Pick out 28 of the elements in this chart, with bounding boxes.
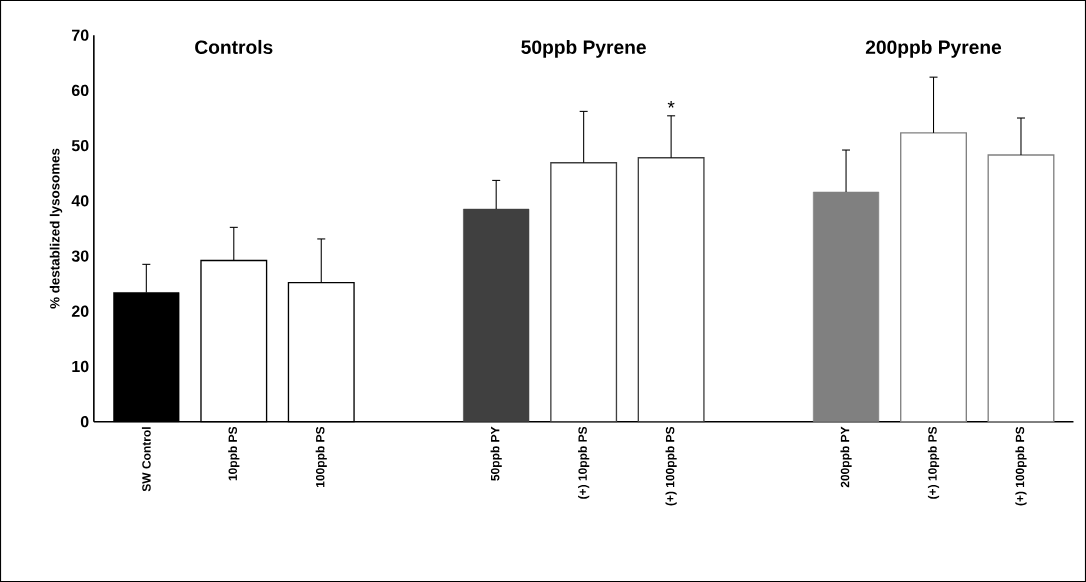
y-axis-title: % destablized lysosomes <box>49 148 63 309</box>
annotation: * <box>667 100 675 108</box>
x-tick-label: (+) 10ppb PS <box>578 426 590 499</box>
annotation: 50ppb Pyrene <box>521 39 646 58</box>
x-tick-label: 100ppb PS <box>315 426 327 487</box>
y-tick-label: 60 <box>71 84 89 96</box>
bar <box>900 132 967 423</box>
bar <box>463 208 530 422</box>
x-tick-label: (+) 100ppb PS <box>665 426 677 506</box>
bar <box>550 161 618 423</box>
bar <box>812 191 880 422</box>
x-tick-label: (+) 100ppb PS <box>1015 426 1027 506</box>
annotation: Controls <box>195 39 273 54</box>
x-tick-label: 200ppb PY <box>840 426 852 488</box>
y-tick-label: 30 <box>71 250 89 262</box>
y-tick-label: 10 <box>72 360 89 373</box>
x-tick-label: 50ppb PY <box>490 426 502 481</box>
y-tick-label: 20 <box>71 305 89 317</box>
annotation: 200ppb Pyrene <box>865 39 1002 58</box>
bar <box>637 157 705 423</box>
y-tick-label: 0 <box>80 415 89 428</box>
y-tick-label: 70 <box>72 29 89 41</box>
x-tick-label: 10ppb PS <box>228 426 240 481</box>
bar <box>987 154 1055 423</box>
y-tick-label: 40 <box>71 195 89 207</box>
y-tick-label: 50 <box>71 139 89 152</box>
x-tick-label: SW Control <box>141 427 151 492</box>
x-tick-label: (+) 10ppb PS <box>927 426 940 499</box>
